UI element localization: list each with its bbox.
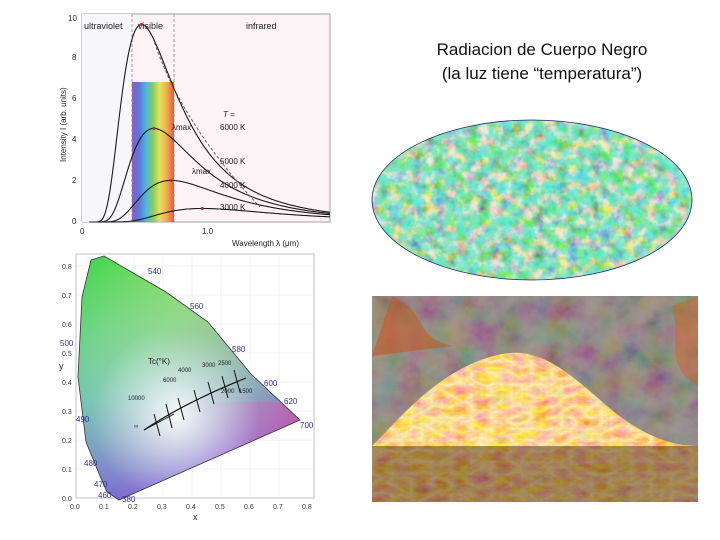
uv-region bbox=[82, 14, 132, 222]
blackbody-curve-0 bbox=[89, 23, 331, 223]
cie-y-tick: 0.2 bbox=[62, 438, 72, 445]
wl-520: 520 bbox=[92, 252, 106, 254]
peak-marker-0 bbox=[139, 22, 144, 26]
spectral-locus-outline bbox=[77, 255, 301, 501]
x-tick-0: 0 bbox=[80, 227, 85, 236]
y-tick-8: 8 bbox=[72, 53, 77, 62]
blackbody-chart: ultraviolet visible infrared 0 2 4 6 8 1… bbox=[60, 13, 331, 248]
cmb-map bbox=[371, 119, 693, 281]
locus-4000: 4000 bbox=[178, 368, 192, 374]
peak-marker-1 bbox=[152, 126, 156, 130]
lava-stream-top bbox=[372, 296, 452, 356]
wl-490: 490 bbox=[76, 415, 90, 424]
cie-y-label: y bbox=[59, 361, 64, 371]
region-label-ir: infrared bbox=[246, 21, 277, 31]
y-axis-label: Intensity I (arb. units) bbox=[60, 87, 68, 162]
cie-x-tick: 0.3 bbox=[157, 504, 167, 511]
wl-480: 480 bbox=[84, 459, 98, 468]
cie-y-tick: 0.5 bbox=[62, 351, 72, 358]
cie-x-tick: 0.1 bbox=[99, 504, 109, 511]
locus-3000: 3000 bbox=[202, 363, 216, 369]
y-tick-6: 6 bbox=[72, 94, 77, 103]
tc-label: Tc(°K) bbox=[148, 357, 170, 366]
cmb-ellipse bbox=[372, 120, 692, 280]
chromaticity-diagram: 0.0 0.1 0.2 0.3 0.4 0.5 0.6 0.7 0.8 0.0 0.1 0.2 0.3… bbox=[59, 252, 315, 522]
cie-y-tick: 0.8 bbox=[62, 264, 72, 271]
blackbody-curve-3 bbox=[89, 207, 331, 223]
curve-label-4000: 4000 K bbox=[220, 181, 246, 190]
y-tick-4: 4 bbox=[72, 135, 77, 144]
isotherm-ticks bbox=[153, 369, 241, 437]
wl-470: 470 bbox=[94, 480, 108, 489]
planckian-locus bbox=[143, 377, 247, 431]
lava-photo bbox=[372, 296, 698, 502]
cie-y-tick: 0.1 bbox=[62, 467, 72, 474]
blackbody-curve-2 bbox=[89, 179, 331, 223]
wl-540: 540 bbox=[148, 267, 162, 276]
wl-460: 460 bbox=[98, 491, 112, 500]
cie-x-tick: 0.0 bbox=[70, 504, 80, 511]
lambda-max-label-1: λmax bbox=[172, 123, 191, 132]
region-label-uv: ultraviolet bbox=[84, 21, 123, 31]
wl-620: 620 bbox=[284, 397, 298, 406]
wl-500: 500 bbox=[60, 339, 74, 348]
lava-stream-right bbox=[672, 296, 698, 386]
cie-x-tick: 0.6 bbox=[244, 504, 254, 511]
locus-temperature-labels: 10000 6000 4000 3000 2500 2000 1500 ∞ bbox=[128, 361, 253, 430]
locus-6000: 6000 bbox=[163, 378, 177, 384]
cmb-outline bbox=[371, 119, 693, 281]
cie-x-tick: 0.8 bbox=[302, 504, 312, 511]
y-ticks: 0.0 0.1 0.2 0.3 0.4 0.5 0.6 0.7 0.8 bbox=[62, 264, 72, 503]
blackbody-curve-1 bbox=[89, 127, 331, 223]
locus-2500: 2500 bbox=[218, 361, 232, 367]
wl-580: 580 bbox=[232, 345, 246, 354]
cie-x-label: x bbox=[193, 512, 198, 522]
x-axis-label: Wavelength λ (μm) bbox=[232, 239, 299, 248]
lambda-max-label-2: λmax bbox=[192, 167, 211, 176]
cie-x-tick: 0.2 bbox=[128, 504, 138, 511]
blackbody-curves bbox=[89, 22, 331, 223]
x-tick-1: 1.0 bbox=[202, 227, 214, 236]
cie-y-tick: 0.0 bbox=[62, 496, 72, 503]
locus-infinity: ∞ bbox=[134, 424, 138, 430]
cie-x-tick: 0.5 bbox=[215, 504, 225, 511]
x-ticks: 0.0 0.1 0.2 0.3 0.4 0.5 0.6 0.7 0.8 bbox=[70, 504, 312, 511]
curve-label-5000: 5000 K bbox=[220, 157, 246, 166]
wl-380: 380 bbox=[122, 495, 136, 504]
slide-title-line1: Radiacion de Cuerpo Negro bbox=[436, 40, 648, 59]
cie-y-tick: 0.6 bbox=[62, 322, 72, 329]
cie-x-tick: 0.7 bbox=[273, 504, 283, 511]
locus-10000: 10000 bbox=[128, 396, 145, 402]
curve-label-3000: 3000 K bbox=[220, 203, 246, 212]
cie-y-tick: 0.7 bbox=[62, 293, 72, 300]
slide-title-line2: (la luz tiene “temperatura”) bbox=[441, 64, 643, 83]
y-tick-0: 0 bbox=[72, 217, 77, 226]
infinity-branch bbox=[143, 413, 175, 431]
curve-label-6000: 6000 K bbox=[220, 123, 246, 132]
y-tick-10: 10 bbox=[68, 14, 77, 23]
cie-x-tick: 0.4 bbox=[186, 504, 196, 511]
slide-title: Radiacion de Cuerpo Negro (la luz tiene … bbox=[372, 38, 712, 86]
wien-locus-line bbox=[152, 37, 261, 208]
y-tick-2: 2 bbox=[72, 176, 77, 185]
wl-560: 560 bbox=[190, 302, 204, 311]
locus-2000: 2000 bbox=[221, 389, 235, 395]
visible-spectrum-band bbox=[132, 82, 174, 222]
peak-marker-3 bbox=[200, 206, 204, 211]
locus-1500: 1500 bbox=[239, 389, 253, 395]
wavelength-labels: 380 460 470 480 490 500 520 540 560 580 … bbox=[60, 252, 314, 504]
temperature-header: T = bbox=[223, 110, 235, 119]
wl-600: 600 bbox=[264, 379, 278, 388]
peak-marker-2 bbox=[169, 178, 173, 182]
cie-y-tick: 0.3 bbox=[62, 409, 72, 416]
region-label-visible: visible bbox=[138, 21, 163, 31]
wl-700: 700 bbox=[300, 421, 314, 430]
cie-y-tick: 0.4 bbox=[62, 380, 72, 387]
